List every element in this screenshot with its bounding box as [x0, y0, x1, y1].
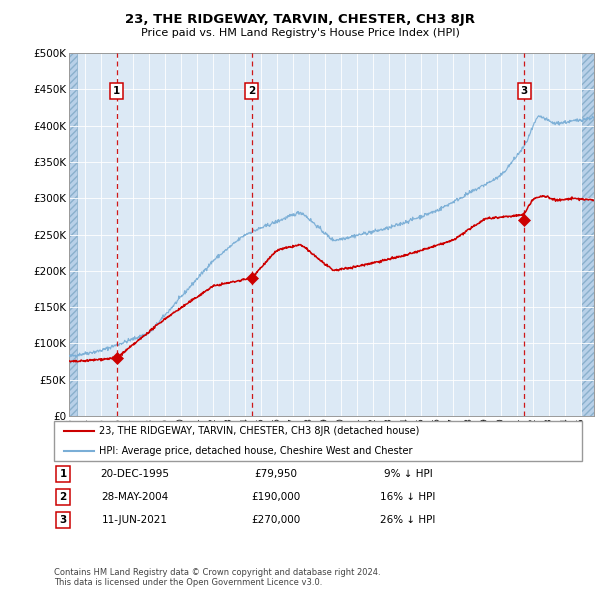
Bar: [69, 53, 77, 416]
Text: 3: 3: [59, 516, 67, 525]
Text: 1: 1: [59, 470, 67, 479]
Text: Contains HM Land Registry data © Crown copyright and database right 2024.
This d: Contains HM Land Registry data © Crown c…: [54, 568, 380, 587]
Text: 2: 2: [248, 86, 255, 96]
Text: 28-MAY-2004: 28-MAY-2004: [101, 493, 169, 502]
Text: 26% ↓ HPI: 26% ↓ HPI: [380, 516, 436, 525]
Text: 3: 3: [521, 86, 528, 96]
Text: 20-DEC-1995: 20-DEC-1995: [101, 470, 170, 479]
Text: Price paid vs. HM Land Registry's House Price Index (HPI): Price paid vs. HM Land Registry's House …: [140, 28, 460, 38]
Text: 2: 2: [59, 493, 67, 502]
Text: £270,000: £270,000: [251, 516, 301, 525]
Text: 16% ↓ HPI: 16% ↓ HPI: [380, 493, 436, 502]
Text: 9% ↓ HPI: 9% ↓ HPI: [383, 470, 433, 479]
Text: £79,950: £79,950: [254, 470, 298, 479]
Text: £190,000: £190,000: [251, 493, 301, 502]
Text: 23, THE RIDGEWAY, TARVIN, CHESTER, CH3 8JR (detached house): 23, THE RIDGEWAY, TARVIN, CHESTER, CH3 8…: [99, 427, 419, 436]
Text: 11-JUN-2021: 11-JUN-2021: [102, 516, 168, 525]
Text: 1: 1: [113, 86, 120, 96]
Bar: [581, 53, 594, 416]
Text: 23, THE RIDGEWAY, TARVIN, CHESTER, CH3 8JR: 23, THE RIDGEWAY, TARVIN, CHESTER, CH3 8…: [125, 13, 475, 26]
FancyBboxPatch shape: [54, 421, 582, 461]
Text: HPI: Average price, detached house, Cheshire West and Chester: HPI: Average price, detached house, Ches…: [99, 447, 412, 456]
